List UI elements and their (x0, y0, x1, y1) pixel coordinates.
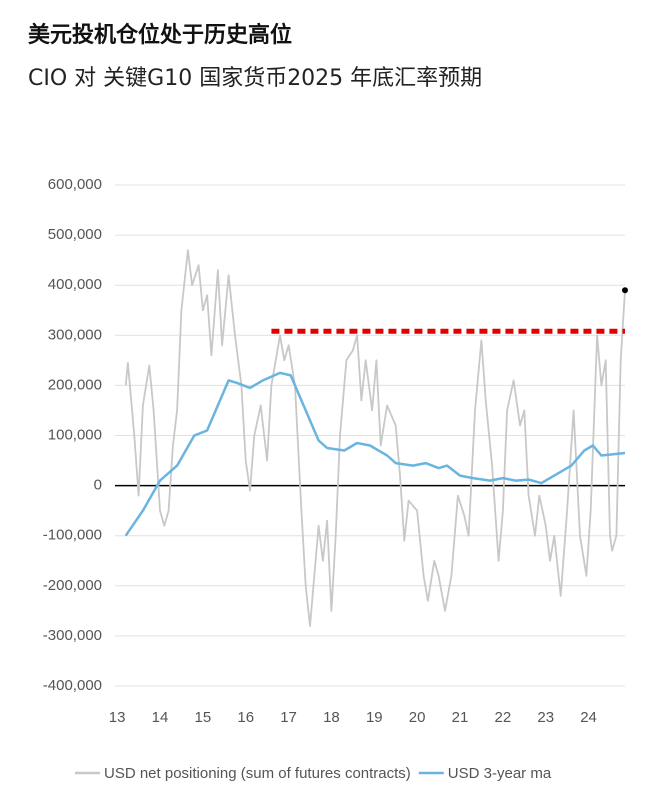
series-line (124, 371, 626, 537)
chart-title: 美元投机仓位处于历史高位 (28, 22, 292, 48)
x-tick-label: 15 (195, 709, 212, 726)
x-tick-label: 23 (537, 709, 554, 726)
x-tick-label: 14 (152, 709, 169, 726)
x-tick-label: 20 (409, 709, 426, 726)
x-tick-label: 24 (580, 709, 597, 726)
x-tick-label: 16 (237, 709, 254, 726)
y-tick-label: -300,000 (43, 627, 102, 644)
y-tick-label: -400,000 (43, 677, 102, 694)
last-point (622, 287, 628, 294)
x-tick-label: 22 (495, 709, 512, 726)
y-tick-label: 0 (94, 477, 102, 494)
x-tick-label: 13 (109, 709, 126, 726)
legend-label: USD net positioning (sum of futures cont… (104, 765, 411, 782)
x-tick-label: 21 (452, 709, 469, 726)
y-tick-label: 200,000 (48, 376, 102, 393)
x-tick-label: 19 (366, 709, 383, 726)
y-tick-label: 400,000 (48, 276, 102, 293)
chart-subtitle: CIO 对 关键G10 国家货币2025 年底汇率预期 (28, 66, 482, 91)
y-tick-label: 500,000 (48, 226, 102, 243)
x-tick-label: 17 (280, 709, 297, 726)
y-tick-label: -100,000 (43, 527, 102, 544)
legend-label: USD 3-year ma (448, 765, 552, 782)
y-tick-label: 100,000 (48, 426, 102, 443)
x-tick-label: 18 (323, 709, 340, 726)
y-tick-label: 600,000 (48, 176, 102, 193)
y-tick-label: -200,000 (43, 577, 102, 594)
series-line (124, 249, 626, 627)
y-tick-label: 300,000 (48, 326, 102, 343)
